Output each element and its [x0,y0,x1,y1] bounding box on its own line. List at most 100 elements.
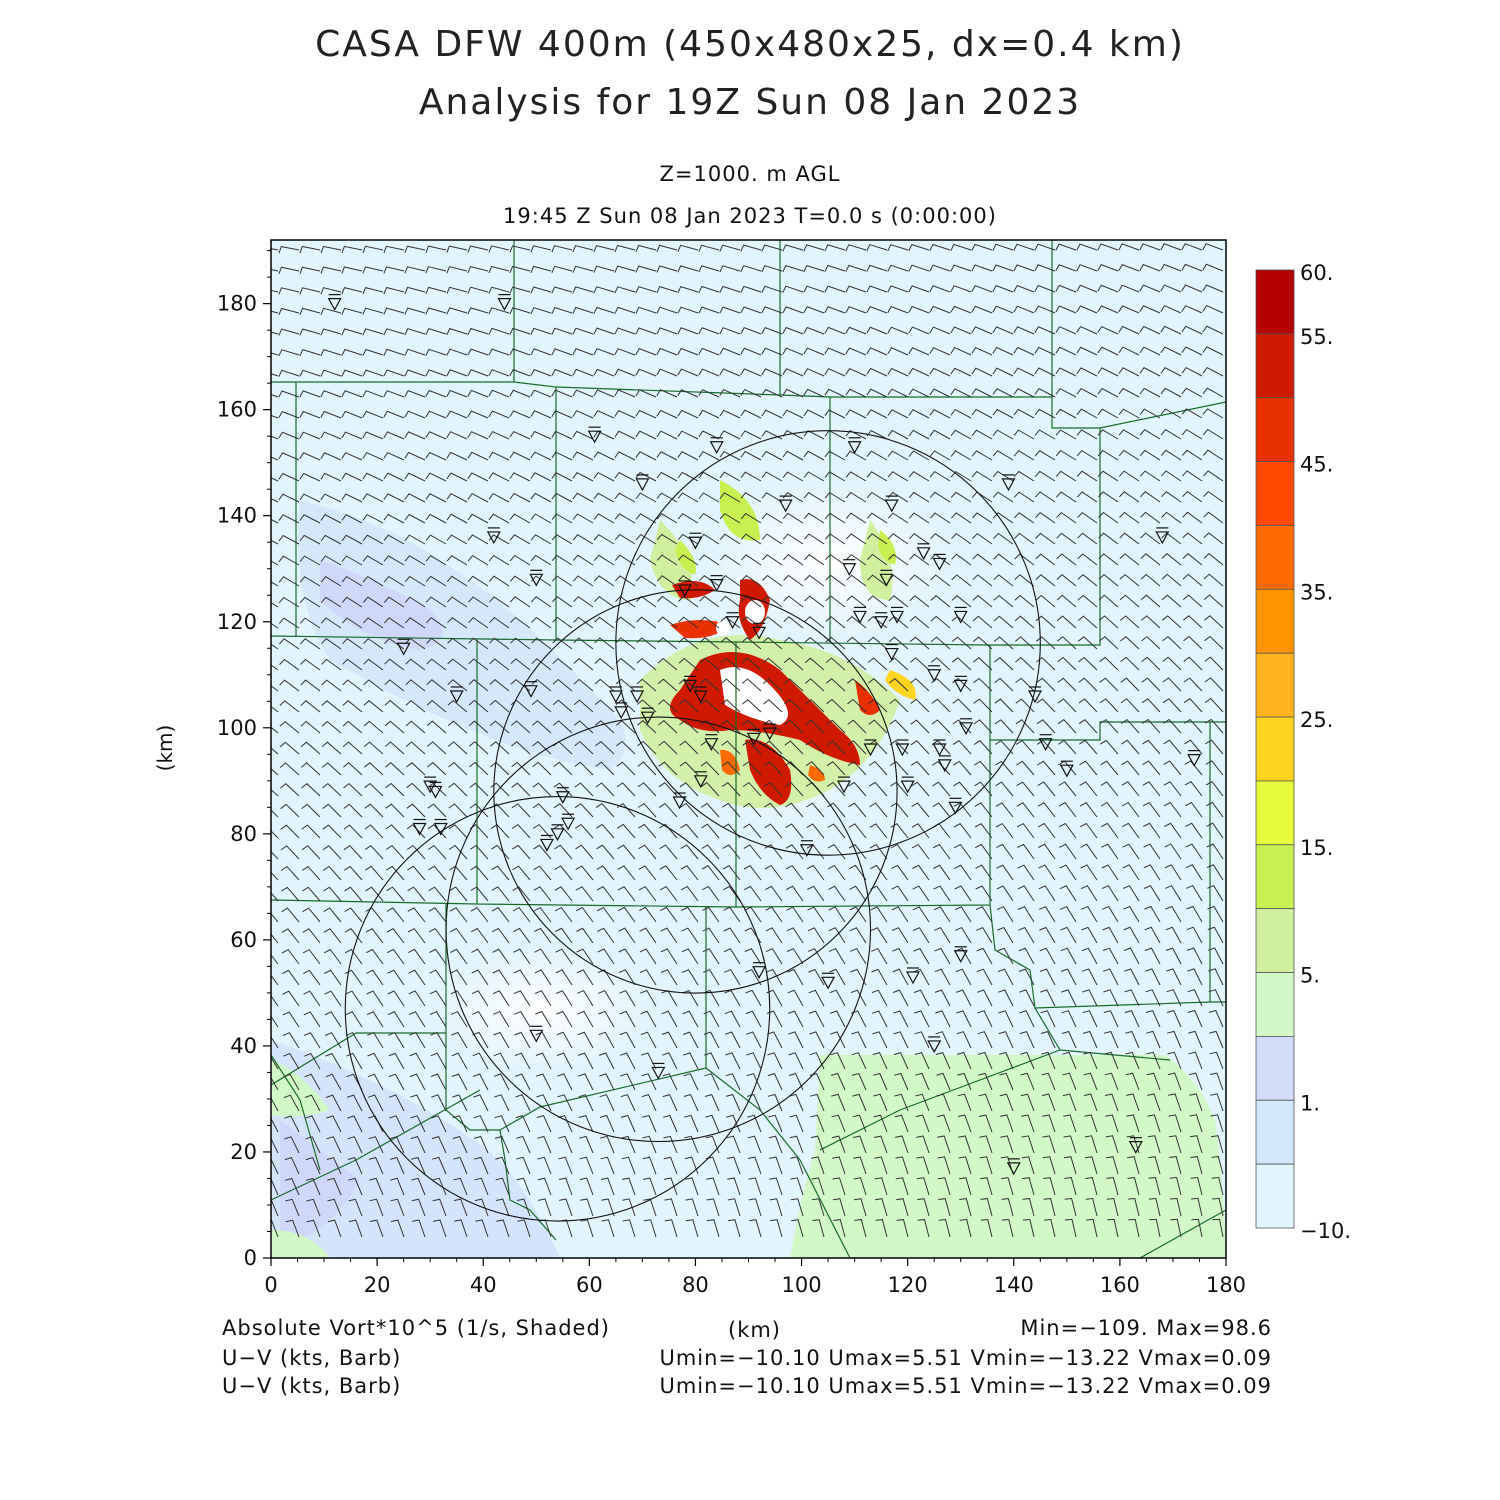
wind-barb [866,388,888,398]
wind-barb [1102,926,1119,944]
wind-barb [1146,1072,1161,1091]
wind-barb [635,244,657,253]
colorbar-swatch [1255,461,1295,526]
wind-barb [271,269,279,272]
wind-barb [299,390,321,398]
wind-barb [1142,781,1161,797]
wind-barb [467,389,489,398]
wind-barb [1148,1197,1161,1217]
wind-barb [559,1198,573,1217]
wind-barb [615,575,636,587]
wind-barb [1037,781,1056,797]
wind-barb [849,927,867,944]
wind-barb [1181,449,1203,461]
wind-barb [1128,1218,1140,1238]
wind-barb [1203,573,1224,587]
wind-barb [658,761,678,776]
wind-barb [282,990,300,1007]
wind-barb [1042,1135,1056,1154]
wind-barb [765,948,783,965]
wind-barb [661,989,678,1007]
wind-barb [769,1177,783,1196]
wind-barb [824,264,846,273]
wind-barb [1076,305,1098,314]
wind-barb [832,1177,846,1196]
wind-barb [740,347,762,356]
wind-barb [1122,822,1140,839]
wind-barb [866,305,888,314]
wind-barb [845,471,867,482]
wind-barb [299,555,321,566]
wind-barb [271,974,279,986]
wind-barb [851,1052,867,1070]
wind-barb [827,781,846,797]
wind-barb [643,1219,657,1238]
wind-barb [1161,491,1182,503]
wind-barb [852,1135,867,1154]
wind-barb [1083,1051,1098,1070]
wind-barb [808,989,825,1007]
wind-barb [971,326,993,335]
wind-barb [721,740,741,755]
wind-barb [446,575,468,587]
wind-barb [660,969,678,986]
wind-barb [1019,989,1035,1007]
wind-barb [425,451,447,461]
y-tick-label: 40 [230,1034,257,1058]
wind-barb [1181,346,1203,356]
wind-barb [1062,1072,1077,1091]
wind-barb [495,1198,510,1217]
wind-barb [1161,470,1182,482]
wind-barb [404,493,426,503]
wind-barb [957,1072,972,1091]
wind-barb [1160,243,1182,251]
wind-barb [447,699,468,713]
wind-barb [762,657,783,671]
wind-barb [322,865,342,881]
wind-barb [448,761,468,776]
wind-barb [1098,553,1119,566]
wind-barb [659,865,678,881]
wind-barb [1202,243,1224,251]
wind-barb [698,492,720,503]
wind-barb [1082,989,1098,1007]
wind-barb [706,1219,720,1238]
wind-barb [516,1177,531,1196]
wind-barb [1022,1218,1035,1238]
wind-barb [446,266,468,274]
wind-barb [304,1073,321,1091]
wind-barb [950,285,972,293]
wind-barb [593,513,615,524]
wind-barb [763,699,783,713]
wind-barb [1118,470,1140,482]
wind-barb [912,864,930,881]
wind-barb [1183,635,1203,650]
station-marker [1155,531,1170,545]
wind-barb [929,347,951,356]
wind-barb [446,389,468,398]
wind-barb [978,1114,993,1133]
wind-barb [678,678,699,692]
wind-barb [514,1052,531,1070]
wind-barb [1013,450,1035,461]
wind-barb [406,844,426,860]
wind-barb [852,1093,867,1112]
wind-barb [786,927,804,944]
wind-barb [719,347,741,356]
wind-barb [366,990,384,1007]
wind-barb [894,1114,909,1133]
wind-barb [345,1031,363,1049]
wind-barb [656,430,678,440]
wind-barb [408,1011,426,1028]
wind-barb [824,368,846,377]
wind-barb [1144,947,1161,965]
wind-barb [1102,905,1119,923]
wind-barb [299,431,321,440]
wind-barb [1081,905,1098,923]
wind-barb [598,1031,615,1049]
wind-barb [449,927,468,944]
wind-barb [279,762,300,776]
wind-barb [1055,346,1077,356]
wind-barb [870,864,888,881]
